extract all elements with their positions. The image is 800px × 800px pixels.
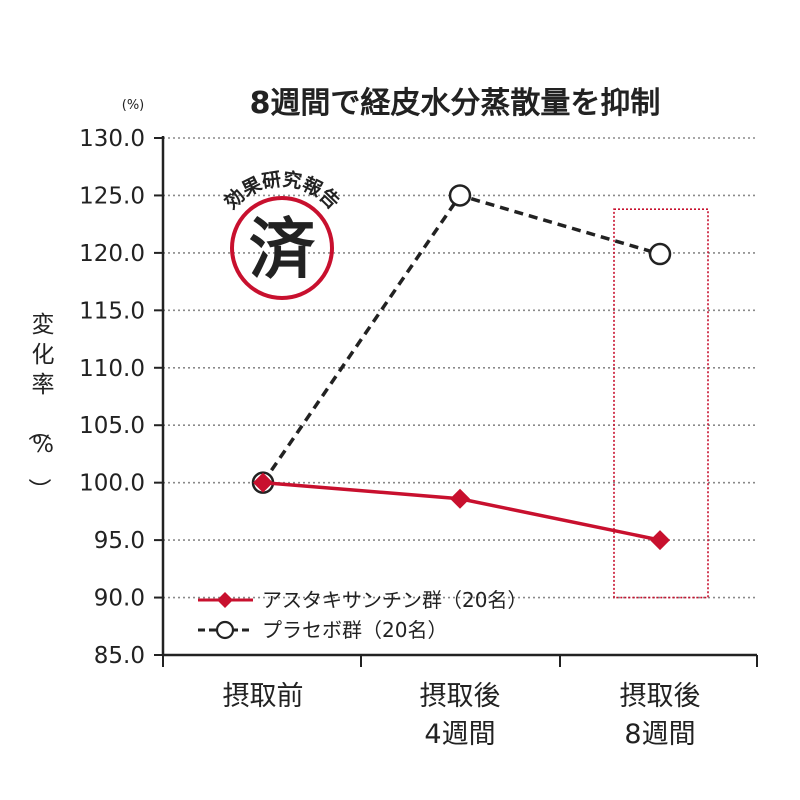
y-tick-label: 90.0 [94, 586, 145, 612]
stamp-arc-label: 効果研究報告 [220, 167, 345, 213]
category-label: 摂取前 [223, 681, 304, 712]
data-point-placebo [648, 242, 672, 266]
category-label-line2: 8週間 [624, 719, 695, 750]
axes [161, 136, 758, 667]
y-tick-label: 125.0 [79, 183, 145, 209]
category-label-line2: 4週間 [424, 719, 495, 750]
data-point-placebo [448, 184, 472, 207]
stamp-center-char: 済 [249, 211, 316, 288]
series-layer [251, 184, 672, 551]
legend: アスタキサンチン群（20名） プラセボ群（20名） [198, 588, 527, 642]
category-label: 摂取後 [420, 681, 501, 712]
y-tick-label: 110.0 [79, 356, 145, 382]
legend-label: アスタキサンチン群（20名） [262, 588, 527, 612]
y-tick-label: 115.0 [79, 298, 145, 324]
data-point-astaxanthin [450, 488, 470, 509]
legend-marker-circle [215, 620, 235, 640]
y-tick-label: 120.0 [79, 241, 145, 267]
y-axis-title: 変化率（%） [26, 312, 55, 501]
category-label: 摂取後 [620, 681, 701, 712]
y-tick-label: 130.0 [79, 126, 145, 152]
series-line-1 [261, 193, 661, 484]
highlight-rect [613, 208, 709, 599]
data-point-astaxanthin [253, 472, 273, 493]
chart-title: 8週間で経皮水分蒸散量を抑制 [250, 86, 661, 121]
x-category-labels: 摂取前 摂取後 4週間 摂取後 8週間 [223, 681, 701, 750]
stamp-ring [230, 196, 334, 300]
y-axis-label: 変化率（%） [26, 312, 55, 501]
y-unit-label: (%) [122, 98, 145, 113]
y-tick-label: 105.0 [79, 413, 145, 439]
y-tick-label: 100.0 [79, 471, 145, 497]
stamp-arc-text: 効果研究報告 [220, 167, 345, 213]
y-tick-labels: 85.0 90.0 95.0 100.0 105.0 110.0 115.0 120.0 125… [79, 126, 145, 669]
y-tick-label: 85.0 [94, 643, 145, 669]
legend-marker-diamond [217, 592, 233, 608]
highlight-box [613, 208, 709, 599]
y-tick-label: 95.0 [94, 528, 145, 554]
legend-label: プラセボ群（20名） [262, 618, 447, 642]
data-point-astaxanthin [650, 530, 670, 551]
